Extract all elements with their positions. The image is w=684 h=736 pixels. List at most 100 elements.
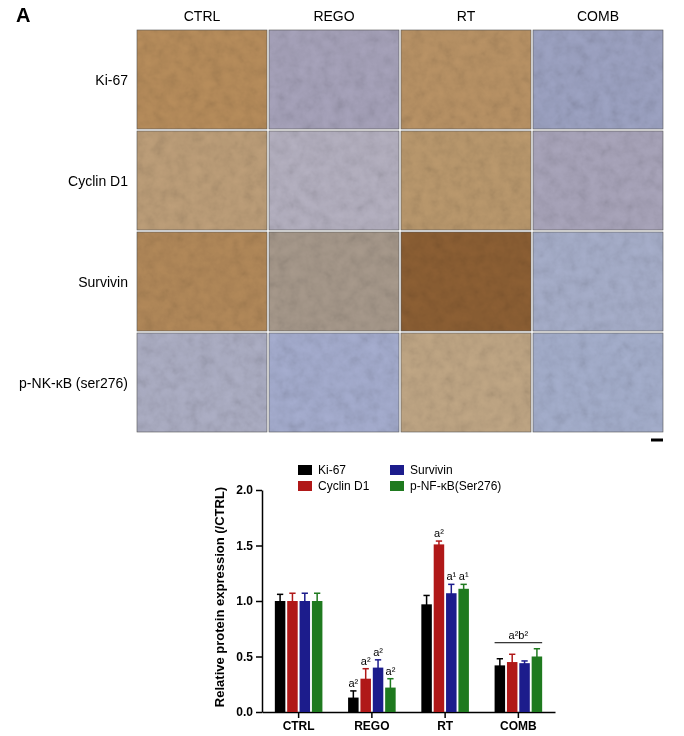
x-tick-mark <box>371 712 373 718</box>
micrograph-border <box>137 333 267 432</box>
significance-label: a² <box>386 665 396 677</box>
micrograph-texture <box>137 131 267 230</box>
y-axis-title: Relative protein expression (/CTRL) <box>212 487 227 707</box>
legend-label: p-NF-κB(Ser276) <box>410 479 501 493</box>
row-label: Cyclin D1 <box>68 173 128 189</box>
y-tick-label: 0.0 <box>236 705 253 719</box>
error-bar-cap <box>302 592 308 594</box>
bar <box>446 593 457 712</box>
column-header: CTRL <box>184 8 221 24</box>
micrograph <box>137 30 267 129</box>
error-bar <box>350 691 356 704</box>
bar <box>275 601 286 712</box>
y-tick: 1.5 <box>236 539 262 553</box>
row-label: Survivin <box>78 274 128 290</box>
y-tick-mark <box>256 712 262 714</box>
error-bar-stem <box>353 691 355 704</box>
column-header: RT <box>457 8 476 24</box>
micrograph-texture <box>269 30 399 129</box>
error-bar-stem <box>451 584 453 602</box>
error-bar-cap <box>497 658 503 660</box>
micrograph <box>401 131 531 230</box>
error-bar <box>387 679 393 697</box>
micrograph-texture <box>401 333 531 432</box>
micrograph <box>137 131 267 230</box>
bar <box>287 601 298 712</box>
micrograph-border <box>269 232 399 331</box>
error-bar <box>363 669 369 689</box>
micrograph-texture <box>269 232 399 331</box>
x-axis: CTRLREGORTCOMB <box>263 712 556 733</box>
bar <box>434 544 445 712</box>
x-tick-mark <box>298 712 300 718</box>
y-axis: 0.0 0.5 1.0 1.5 2.0 <box>236 483 262 719</box>
error-bar-cap <box>350 690 356 692</box>
error-bar-stem <box>438 541 440 548</box>
micrograph <box>269 232 399 331</box>
error-bar <box>448 584 454 602</box>
error-bar-cap <box>448 584 454 586</box>
micrograph-texture <box>533 30 663 129</box>
micrograph <box>269 131 399 230</box>
micrograph-border <box>533 30 663 129</box>
micrograph-border <box>269 333 399 432</box>
y-tick-label: 2.0 <box>236 483 253 497</box>
figure: ACTRLREGORTCOMBKi-67Cyclin D1Survivinp-N… <box>0 0 684 736</box>
micrograph-border <box>401 131 531 230</box>
bar <box>300 601 311 712</box>
error-bar-cap <box>509 654 515 656</box>
significance-label: a¹ <box>446 570 456 582</box>
micrograph-border <box>137 131 267 230</box>
y-tick-mark <box>256 656 262 658</box>
x-tick-mark <box>518 712 520 718</box>
x-tick-mark <box>444 712 446 718</box>
significance-label: a¹ <box>459 570 469 582</box>
micrograph-texture <box>137 333 267 432</box>
error-bar-stem <box>365 669 367 689</box>
micrograph-texture <box>401 131 531 230</box>
error-bar <box>497 659 503 672</box>
legend-swatch <box>298 481 312 491</box>
error-bar <box>302 593 308 609</box>
error-bar-cap <box>436 540 442 542</box>
error-bar <box>436 541 442 548</box>
y-tick: 0.0 <box>236 705 262 719</box>
error-bar <box>423 595 429 613</box>
error-bar <box>277 594 283 607</box>
error-bar-cap <box>314 592 320 594</box>
micrograph <box>533 333 663 432</box>
error-bar-cap <box>289 592 295 594</box>
error-bar-cap <box>534 648 540 650</box>
error-bar <box>289 593 295 609</box>
error-bar-cap <box>387 678 393 680</box>
micrograph-texture <box>401 30 531 129</box>
legend-swatch <box>390 465 404 475</box>
y-tick-label: 0.5 <box>236 650 253 664</box>
y-tick: 2.0 <box>236 483 262 497</box>
x-tick: COMB <box>500 712 537 733</box>
column-header: COMB <box>577 8 619 24</box>
micrograph <box>401 232 531 331</box>
micrograph-border <box>533 333 663 432</box>
x-tick-label: REGO <box>354 719 389 733</box>
micrograph <box>401 333 531 432</box>
micrograph-texture <box>533 333 663 432</box>
y-tick: 1.0 <box>236 594 262 608</box>
micrograph <box>533 131 663 230</box>
bar <box>495 665 506 712</box>
y-tick-mark <box>256 545 262 547</box>
micrograph-texture <box>533 131 663 230</box>
micrograph-border <box>533 131 663 230</box>
error-bar-cap <box>461 584 467 586</box>
y-tick-label: 1.5 <box>236 539 253 553</box>
error-bar <box>534 649 540 665</box>
x-tick-label: RT <box>437 719 454 733</box>
legend-swatch <box>298 465 312 475</box>
micrograph-border <box>269 131 399 230</box>
error-bar-stem <box>292 593 294 609</box>
x-tick: RT <box>437 712 454 733</box>
y-tick: 0.5 <box>236 650 262 664</box>
bar <box>532 657 543 713</box>
legend-label: Survivin <box>410 463 453 477</box>
micrograph-border <box>401 333 531 432</box>
